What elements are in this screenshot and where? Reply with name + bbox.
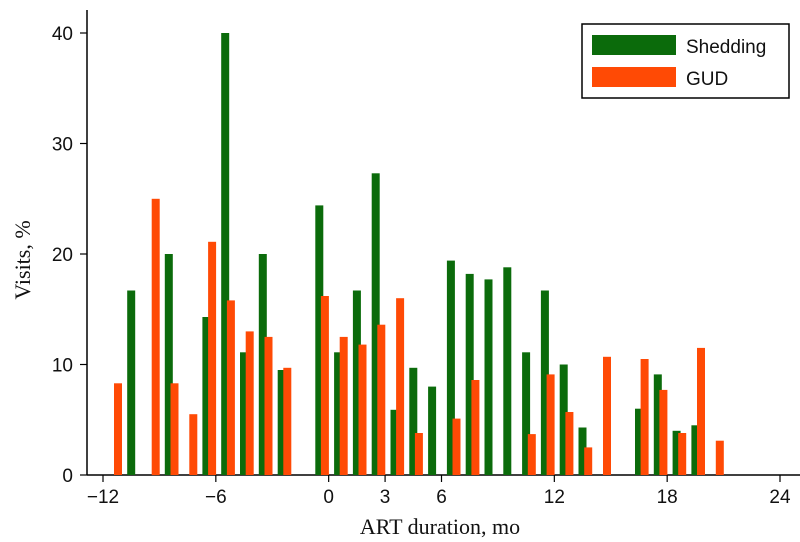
bar-shedding <box>127 290 136 475</box>
bar-gud <box>697 347 705 475</box>
y-axis: 0 10 20 30 40 <box>52 24 87 487</box>
x-axis: −12 −6 0 3 6 12 18 24 <box>87 475 791 508</box>
bar-shedding <box>371 173 380 476</box>
x-tick-label: −12 <box>87 487 119 508</box>
bar-gud <box>245 331 254 475</box>
bar-gud <box>114 383 122 475</box>
x-tick-label: −6 <box>205 487 227 508</box>
bar-gud <box>659 389 668 475</box>
x-axis-title: ART duration, mo <box>360 514 520 539</box>
bar-shedding <box>315 205 324 475</box>
bar-shedding <box>221 33 230 475</box>
legend: Shedding GUD <box>581 23 790 99</box>
bar-gud <box>452 418 461 475</box>
bar-gud <box>527 434 536 475</box>
bar-shedding <box>277 370 286 475</box>
bar-gud <box>283 367 292 475</box>
legend-swatch-shedding <box>592 35 676 55</box>
bar-gud <box>603 356 611 475</box>
bar-shedding <box>465 273 474 475</box>
bar-gud <box>189 414 198 475</box>
bar-shedding <box>578 427 587 475</box>
legend-label-gud: GUD <box>686 69 728 90</box>
bar-shedding <box>334 352 343 475</box>
bar-gud <box>584 447 593 475</box>
bar-shedding <box>240 352 248 475</box>
bar-shedding <box>672 430 681 475</box>
bar-gud <box>339 336 348 475</box>
bar-gud <box>640 359 649 475</box>
bar-shedding <box>653 374 662 475</box>
bar-shedding <box>559 364 568 475</box>
bar-gud <box>170 383 179 475</box>
bar-gud <box>471 380 480 475</box>
x-tick-label: 0 <box>323 487 334 508</box>
bar-gud <box>396 298 405 475</box>
bar-shedding <box>390 409 399 475</box>
bar-shedding <box>484 279 493 475</box>
x-tick-label: 24 <box>769 487 791 508</box>
bar-shedding <box>258 254 267 475</box>
bar-shedding <box>352 290 361 475</box>
y-axis-title: Visits, % <box>10 220 35 299</box>
bar-shedding <box>503 267 512 475</box>
legend-swatch-gud <box>592 67 676 87</box>
legend-label-shedding: Shedding <box>686 37 766 58</box>
bar-shedding <box>164 254 173 475</box>
y-tick-label: 10 <box>52 356 73 377</box>
bar-gud <box>678 433 687 475</box>
bar-gud <box>151 198 160 476</box>
bar-gud <box>546 374 555 475</box>
bar-shedding <box>522 352 531 475</box>
bar-shedding <box>691 425 700 475</box>
y-tick-label: 20 <box>52 245 73 266</box>
bar-shedding <box>540 290 549 475</box>
x-tick-label: 18 <box>657 487 678 508</box>
y-tick-label: 0 <box>62 466 73 487</box>
x-tick-label: 6 <box>436 487 447 508</box>
y-tick-label: 40 <box>52 24 73 45</box>
bar-gud <box>264 336 273 475</box>
bar-shedding <box>409 367 418 475</box>
bar-shedding <box>428 386 437 475</box>
bar-gud <box>414 433 423 475</box>
bar-shedding <box>635 408 643 475</box>
bar-gud <box>320 296 329 475</box>
x-tick-label: 12 <box>544 487 565 508</box>
y-tick-label: 30 <box>52 135 73 156</box>
bar-gud <box>565 412 574 475</box>
bar-shedding <box>202 317 211 475</box>
bar-gud <box>226 300 235 475</box>
bar-gud <box>377 324 386 475</box>
bars-group <box>114 33 724 476</box>
x-tick-label: 3 <box>380 487 391 508</box>
bar-shedding <box>446 260 455 475</box>
bar-gud <box>715 440 724 475</box>
bar-gud <box>358 344 367 475</box>
bar-gud <box>208 241 217 475</box>
